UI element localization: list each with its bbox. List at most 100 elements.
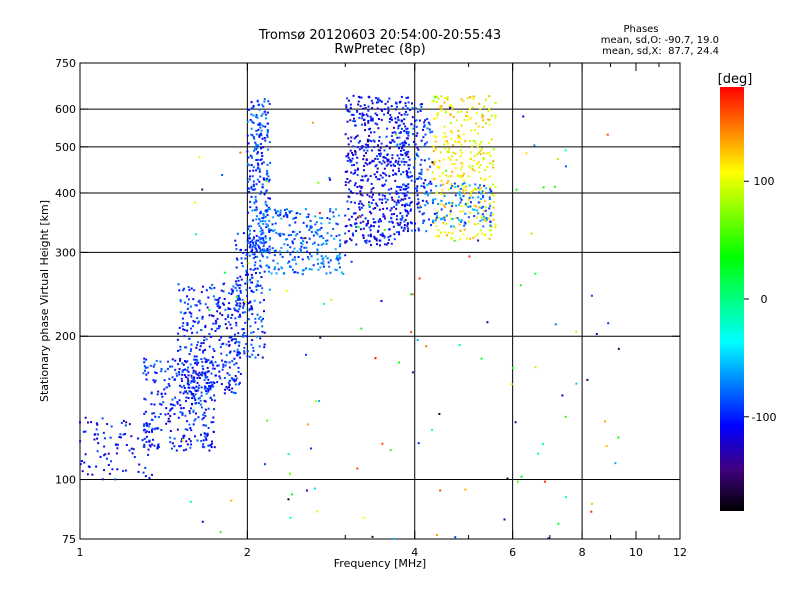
- data-point: [463, 228, 466, 231]
- data-point: [260, 129, 263, 132]
- data-point: [212, 348, 215, 351]
- data-point: [374, 357, 377, 360]
- data-point: [369, 233, 372, 236]
- data-point: [212, 416, 215, 419]
- data-point: [254, 255, 257, 258]
- data-point: [164, 413, 167, 416]
- data-point: [386, 198, 389, 201]
- data-point: [605, 445, 608, 448]
- data-point: [404, 104, 407, 107]
- data-point: [354, 153, 357, 156]
- data-point: [252, 136, 255, 139]
- data-point: [481, 190, 484, 193]
- data-point: [450, 225, 453, 228]
- data-point: [197, 374, 200, 377]
- data-point: [203, 357, 206, 360]
- data-point: [492, 183, 495, 186]
- data-point: [260, 123, 263, 126]
- data-point: [245, 343, 248, 346]
- data-point: [249, 118, 252, 121]
- data-point: [190, 376, 193, 379]
- data-point: [248, 178, 251, 181]
- data-point: [257, 164, 260, 167]
- data-point: [239, 302, 242, 305]
- data-point: [198, 348, 201, 351]
- data-point: [170, 447, 173, 450]
- data-point: [399, 188, 402, 191]
- data-point: [332, 211, 335, 214]
- data-point: [310, 255, 313, 258]
- data-point: [388, 97, 391, 100]
- data-point: [248, 225, 251, 228]
- data-point: [471, 145, 474, 148]
- data-point: [390, 105, 393, 108]
- data-point: [252, 104, 255, 107]
- data-point: [380, 142, 383, 145]
- data-point: [407, 164, 410, 167]
- data-point: [203, 379, 206, 382]
- data-point: [396, 143, 399, 146]
- data-point: [169, 436, 172, 439]
- data-point: [440, 208, 443, 211]
- data-point: [406, 107, 409, 110]
- data-point: [399, 199, 402, 202]
- data-point: [443, 143, 446, 146]
- data-point: [441, 172, 444, 175]
- data-point: [416, 187, 419, 190]
- data-point: [397, 231, 400, 234]
- data-point: [374, 165, 377, 168]
- data-point: [448, 148, 451, 151]
- data-point: [349, 158, 352, 161]
- data-point: [444, 96, 447, 99]
- data-point: [189, 381, 192, 384]
- data-point: [358, 112, 361, 115]
- data-point: [255, 115, 258, 118]
- data-point: [299, 248, 302, 251]
- data-point: [249, 268, 252, 271]
- data-point: [260, 227, 263, 230]
- data-point: [255, 255, 258, 258]
- data-point: [255, 249, 258, 252]
- data-point: [482, 196, 485, 199]
- data-point: [353, 149, 356, 152]
- data-point: [412, 127, 415, 130]
- data-point: [477, 125, 480, 128]
- data-point: [189, 446, 192, 449]
- data-point: [454, 226, 457, 229]
- data-point: [250, 343, 253, 346]
- data-point: [346, 177, 349, 180]
- data-point: [171, 358, 174, 361]
- data-point: [399, 153, 402, 156]
- data-point: [488, 123, 491, 126]
- data-point: [358, 116, 361, 119]
- data-point: [291, 230, 294, 233]
- data-point: [424, 192, 427, 195]
- data-point: [228, 366, 231, 369]
- data-point: [407, 101, 410, 104]
- data-point: [244, 300, 247, 303]
- data-point: [246, 355, 249, 358]
- data-point: [490, 233, 493, 236]
- data-point: [457, 110, 460, 113]
- data-point: [405, 173, 408, 176]
- data-point: [107, 463, 110, 466]
- data-point: [153, 363, 156, 366]
- data-point: [460, 198, 463, 201]
- data-point: [192, 423, 195, 426]
- data-point: [392, 163, 395, 166]
- data-point: [317, 243, 320, 246]
- data-point: [265, 241, 268, 244]
- data-point: [360, 187, 363, 190]
- data-point: [426, 127, 429, 130]
- data-point: [154, 415, 157, 418]
- data-point: [213, 408, 216, 411]
- data-point: [237, 366, 240, 369]
- data-point: [261, 162, 264, 165]
- data-point: [461, 184, 464, 187]
- data-point: [416, 146, 419, 149]
- data-point: [181, 370, 184, 373]
- data-point: [484, 98, 487, 101]
- data-point: [460, 143, 463, 146]
- data-point: [265, 173, 268, 176]
- data-point: [448, 150, 451, 153]
